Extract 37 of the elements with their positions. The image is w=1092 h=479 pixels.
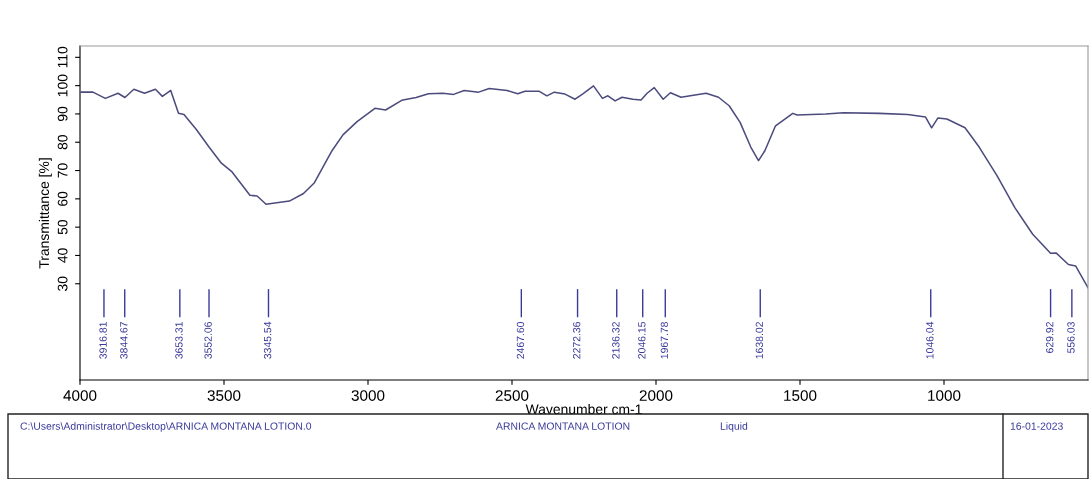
ref-line-label: 3844.67 [120,322,128,359]
ref-line-label: 3916.81 [99,322,107,359]
x-axis-title: Wavenumber cm-1 [525,403,642,415]
text: Liquid [720,422,748,432]
x-tick-label: 3500 [207,390,241,401]
ref-line-label: 629.92 [1046,322,1054,353]
y-axis-title: Transmittance [%] [38,158,52,269]
y-tick-label: 30 [57,276,68,291]
y-tick-label: 40 [57,248,68,263]
ref-line-label: 1967.78 [660,322,669,359]
ref-line-label: 556.03 [1067,322,1075,353]
ref-line-label: 2136.32 [612,322,620,359]
y-tick-label: 80 [57,135,68,150]
y-tick-label: 70 [57,163,68,178]
line-series [80,85,1088,289]
text: C:\Users\Administrator\Desktop\ARNICA MONTANA LOTION.0 [20,422,312,432]
ref-line-label: 2272.36 [572,322,581,359]
x-tick-label: 4000 [63,390,97,401]
ref-line-label: 1638.02 [755,322,764,359]
x-tick-label: 2500 [495,390,529,401]
text: 16-01-2023 [1010,422,1063,430]
ref-line-label: 3552.06 [204,322,212,359]
ref-line-label: 3345.54 [263,321,272,359]
ref-line-label: 3653.31 [175,322,183,359]
ref-line-label: 2467.60 [516,321,525,359]
x-tick-label: 1500 [784,390,817,401]
text: ARNICA MONTANA LOTION [496,422,630,430]
x-tick-label: 1000 [928,390,961,401]
ref-line-label: 1046.04 [926,321,934,359]
x-tick-label: 2000 [639,390,673,401]
y-tick-label: 90 [57,106,68,121]
y-tick-label: 60 [57,191,68,206]
y-tick-label: 110 [57,46,68,68]
y-tick-label: 100 [57,74,68,97]
ref-line-label: 2046.15 [638,321,646,359]
x-tick-label: 3000 [351,390,385,401]
y-tick-label: 50 [57,219,68,235]
